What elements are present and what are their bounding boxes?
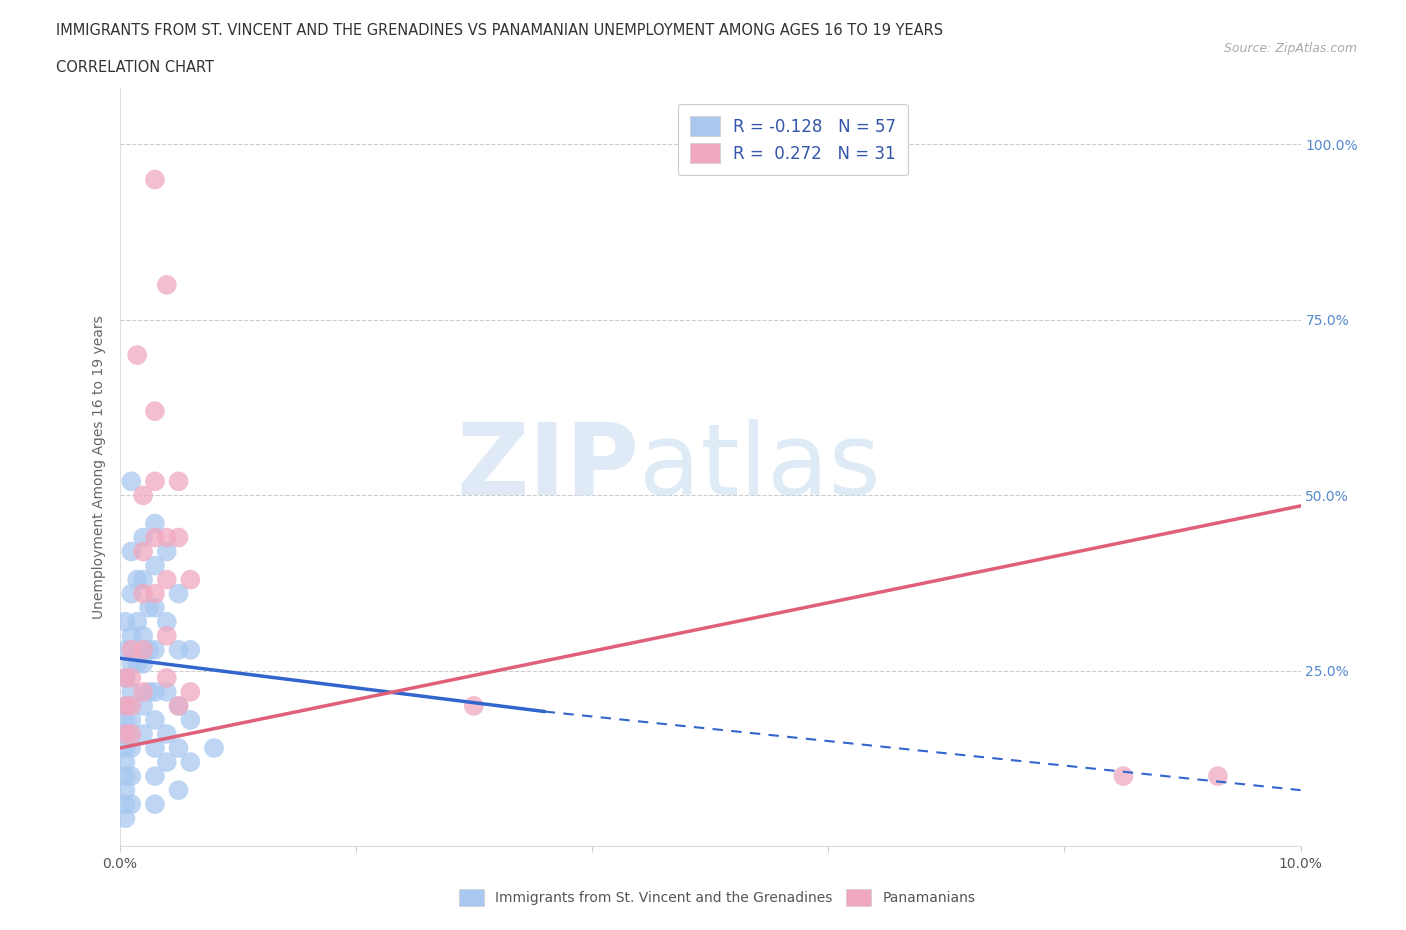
Point [143,530,166,545]
Point [114,726,136,741]
Y-axis label: Unemployment Among Ages 16 to 19 years: Unemployment Among Ages 16 to 19 years [91,315,105,619]
Point [156,572,179,587]
Point [143,516,166,531]
Point [167,698,190,713]
Point [114,769,136,784]
Point [167,698,190,713]
Point [132,586,155,601]
Point [114,698,136,713]
Text: Source: ZipAtlas.com: Source: ZipAtlas.com [1223,42,1357,55]
Point [120,726,142,741]
Point [167,474,190,489]
Point [179,712,201,727]
Point [167,740,190,755]
Point [114,698,136,713]
Point [156,671,179,685]
Point [114,783,136,798]
Point [156,277,179,292]
Point [132,488,155,503]
Point [179,643,201,658]
Point [143,769,166,784]
Point [167,783,190,798]
Point [138,600,160,615]
Point [127,657,149,671]
Point [132,572,155,587]
Point [114,643,136,658]
Point [120,657,142,671]
Legend: R = -0.128   N = 57, R =  0.272   N = 31: R = -0.128 N = 57, R = 0.272 N = 31 [678,104,907,175]
Point [156,684,179,699]
Point [120,629,142,644]
Point [143,712,166,727]
Point [156,544,179,559]
Text: CORRELATION CHART: CORRELATION CHART [56,60,214,75]
Point [127,572,149,587]
Point [120,712,142,727]
Point [114,615,136,630]
Point [114,797,136,812]
Point [202,740,225,755]
Point [167,530,190,545]
Point [127,348,149,363]
Point [156,530,179,545]
Text: atlas: atlas [640,418,880,516]
Legend: Immigrants from St. Vincent and the Grenadines, Panamanians: Immigrants from St. Vincent and the Gren… [453,884,981,912]
Point [143,586,166,601]
Point [143,600,166,615]
Point [143,643,166,658]
Text: ZIP: ZIP [457,418,640,516]
Point [120,740,142,755]
Point [120,769,142,784]
Point [132,684,155,699]
Point [1206,769,1229,784]
Point [114,811,136,826]
Point [143,172,166,187]
Point [114,671,136,685]
Point [127,615,149,630]
Point [143,404,166,418]
Point [120,474,142,489]
Point [143,684,166,699]
Point [179,684,201,699]
Point [132,657,155,671]
Point [138,643,160,658]
Point [167,643,190,658]
Point [120,671,142,685]
Point [132,530,155,545]
Point [114,726,136,741]
Point [156,629,179,644]
Point [132,544,155,559]
Point [179,754,201,769]
Text: IMMIGRANTS FROM ST. VINCENT AND THE GRENADINES VS PANAMANIAN UNEMPLOYMENT AMONG : IMMIGRANTS FROM ST. VINCENT AND THE GREN… [56,23,943,38]
Point [120,586,142,601]
Point [114,671,136,685]
Point [143,797,166,812]
Point [143,474,166,489]
Point [156,726,179,741]
Point [138,684,160,699]
Point [120,684,142,699]
Point [132,726,155,741]
Point [120,698,142,713]
Point [132,698,155,713]
Point [143,558,166,573]
Point [120,544,142,559]
Point [114,754,136,769]
Point [120,797,142,812]
Point [114,740,136,755]
Point [132,629,155,644]
Point [167,586,190,601]
Point [120,643,142,658]
Point [156,615,179,630]
Point [463,698,485,713]
Point [179,572,201,587]
Point [156,754,179,769]
Point [143,740,166,755]
Point [114,712,136,727]
Point [132,643,155,658]
Point [1112,769,1135,784]
